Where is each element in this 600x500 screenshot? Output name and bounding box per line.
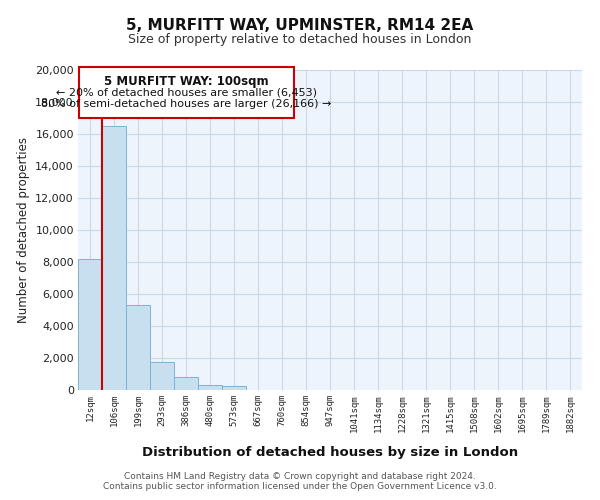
Y-axis label: Number of detached properties: Number of detached properties — [17, 137, 29, 323]
Bar — [126, 305, 150, 390]
Bar — [222, 386, 246, 390]
FancyBboxPatch shape — [79, 67, 294, 118]
Bar — [150, 362, 174, 390]
Text: 5, MURFITT WAY, UPMINSTER, RM14 2EA: 5, MURFITT WAY, UPMINSTER, RM14 2EA — [127, 18, 473, 32]
Text: Contains public sector information licensed under the Open Government Licence v3: Contains public sector information licen… — [103, 482, 497, 491]
Bar — [102, 126, 126, 390]
Bar — [78, 259, 102, 390]
Bar — [198, 385, 222, 390]
Bar — [174, 377, 198, 390]
Text: 80% of semi-detached houses are larger (26,166) →: 80% of semi-detached houses are larger (… — [41, 99, 332, 109]
Text: 5 MURFITT WAY: 100sqm: 5 MURFITT WAY: 100sqm — [104, 75, 269, 88]
Text: ← 20% of detached houses are smaller (6,453): ← 20% of detached houses are smaller (6,… — [56, 88, 317, 98]
Text: Contains HM Land Registry data © Crown copyright and database right 2024.: Contains HM Land Registry data © Crown c… — [124, 472, 476, 481]
Text: Size of property relative to detached houses in London: Size of property relative to detached ho… — [128, 32, 472, 46]
X-axis label: Distribution of detached houses by size in London: Distribution of detached houses by size … — [142, 446, 518, 458]
